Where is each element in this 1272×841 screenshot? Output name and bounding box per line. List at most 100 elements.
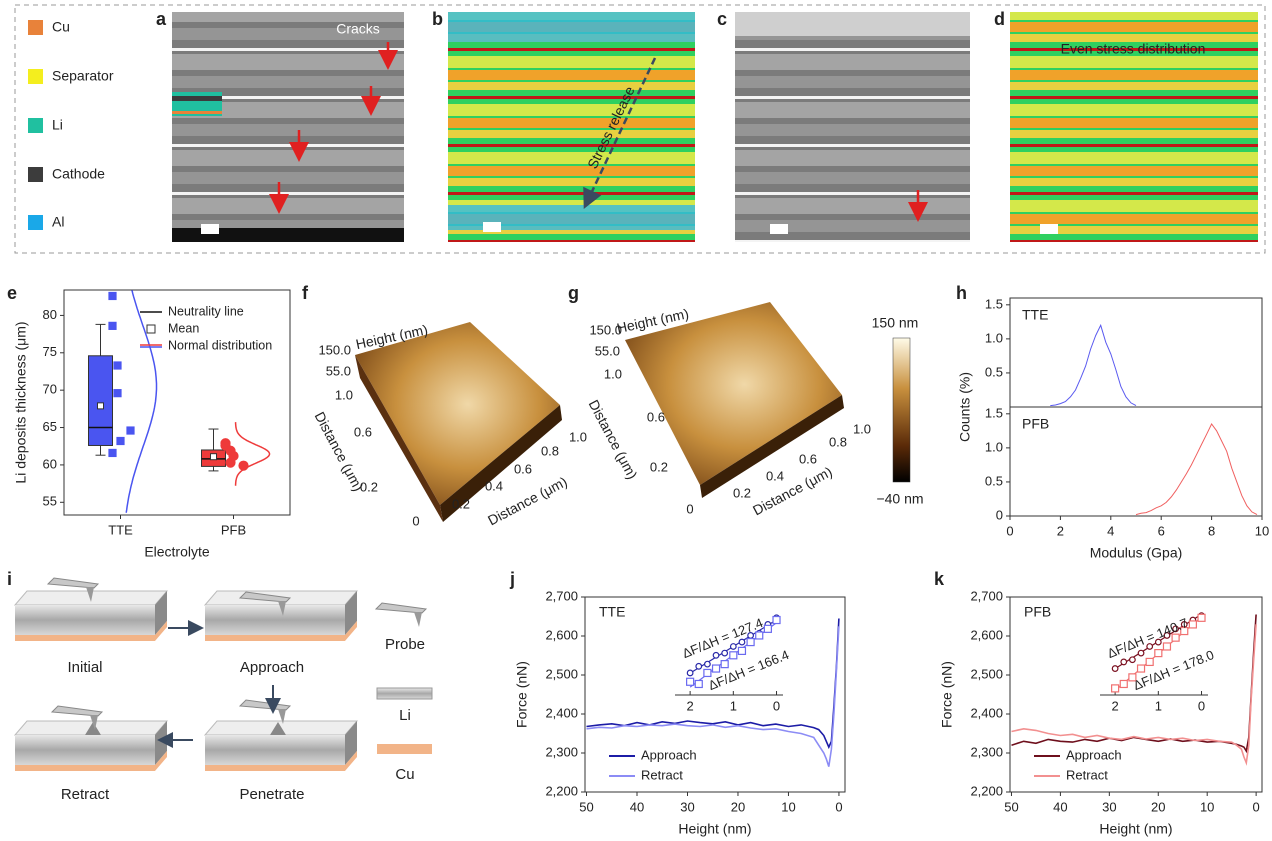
- inset-tick-label: 1: [730, 698, 737, 713]
- point: [108, 291, 117, 301]
- x-tick-label: 8: [1208, 523, 1215, 538]
- indent: [75, 722, 111, 735]
- legend-label: Cathode: [52, 166, 105, 182]
- inset-tick-label: 1: [1155, 698, 1162, 713]
- box: [88, 355, 113, 446]
- point: [721, 649, 729, 657]
- series-label: TTE: [1022, 307, 1048, 323]
- panel-series-label: TTE: [599, 604, 625, 620]
- inset-tick-label: 2: [1112, 698, 1119, 713]
- afm-tick: 0.6: [647, 409, 665, 424]
- series-label: PFB: [1022, 416, 1049, 432]
- point: [1111, 665, 1119, 672]
- point: [108, 448, 117, 458]
- plot-frame: [1009, 406, 1263, 517]
- image-base: [172, 228, 404, 242]
- x-tick-label: 10: [1200, 799, 1214, 814]
- legend-label: Normal distribution: [168, 338, 272, 352]
- afm-tick: 150.0: [318, 342, 351, 357]
- legend-label: Separator: [52, 68, 114, 84]
- afm-tick: 0: [686, 501, 693, 516]
- y-tick-label: 2,500: [545, 666, 578, 681]
- probe: [239, 699, 291, 725]
- point: [113, 389, 122, 398]
- schematic-legend: Probe: [385, 636, 425, 653]
- panel-label: g: [568, 283, 579, 303]
- point: [1172, 625, 1179, 633]
- afm-axis-label: Distance (μm): [312, 409, 367, 494]
- scale-bar: [770, 224, 788, 234]
- x-tick-label: 40: [1053, 799, 1067, 814]
- x-tick-label: 50: [579, 799, 593, 814]
- point: [1120, 658, 1128, 666]
- flow-arrows: [157, 620, 281, 748]
- legend-swatch: [28, 20, 43, 35]
- point: [1128, 673, 1137, 682]
- point: [116, 436, 125, 446]
- point: [1163, 632, 1171, 639]
- x-axis-label: Height (nm): [678, 821, 751, 837]
- inset-tick-label: 2: [687, 698, 694, 713]
- point: [1119, 679, 1128, 689]
- mean: [210, 453, 217, 461]
- point: [694, 679, 703, 689]
- crack-arrows: [269, 42, 928, 222]
- y-tick-label: 60: [43, 456, 57, 471]
- schematic-legend: Li: [399, 707, 411, 724]
- afm-tick: 0.2: [360, 479, 378, 494]
- legend-label: Approach: [1066, 747, 1122, 762]
- top-frame: [14, 4, 1266, 254]
- scale-bar: [483, 222, 501, 232]
- afm-tick: 1.0: [569, 429, 587, 444]
- point: [703, 668, 712, 678]
- y-tick-label: 2,600: [970, 627, 1003, 642]
- point: [1188, 620, 1197, 629]
- point: [1197, 613, 1206, 622]
- point: [772, 615, 781, 625]
- x-tick-label: 2: [1057, 523, 1064, 538]
- indent: [260, 722, 296, 735]
- y-tick-label: 0: [996, 507, 1003, 522]
- schematic-legend: Cu: [395, 766, 414, 783]
- point: [1145, 657, 1154, 667]
- legend-swatch: [28, 118, 43, 133]
- y-tick-label: 75: [43, 344, 57, 359]
- x-tick-label: 20: [1151, 799, 1165, 814]
- y-axis-label: Force (nN): [939, 661, 955, 728]
- afm-tick: 1.0: [853, 421, 871, 436]
- x-tick-label: 0: [1253, 799, 1260, 814]
- panel-label: d: [994, 9, 1005, 29]
- point: [1154, 638, 1162, 646]
- afm-tick: 0.2: [452, 496, 470, 511]
- colorbar-min: −40 nm: [876, 491, 923, 507]
- stress-image-d: [1010, 12, 1258, 242]
- x-axis-label: Electrolyte: [144, 544, 210, 560]
- afm-tick: 0.6: [799, 451, 817, 466]
- stress-image-b: [448, 12, 695, 242]
- afm-tick: 55.0: [595, 343, 620, 358]
- y-tick-label: 2,200: [545, 783, 578, 798]
- legend-label: Al: [52, 214, 64, 230]
- y-tick-label: 2,700: [970, 588, 1003, 603]
- y-axis-label: Force (nN): [514, 661, 530, 728]
- point: [1162, 642, 1172, 651]
- afm-tick: 1.0: [335, 387, 353, 402]
- series-line: [1135, 423, 1258, 516]
- point: [763, 624, 772, 633]
- y-tick-label: 2,500: [970, 666, 1003, 681]
- y-tick-label: 70: [43, 382, 57, 397]
- panel-label: a: [156, 9, 167, 29]
- point: [1128, 656, 1136, 664]
- y-tick-label: 2,200: [970, 783, 1003, 798]
- point: [712, 651, 720, 659]
- point: [1180, 626, 1189, 636]
- legend-label: Retract: [1066, 767, 1108, 782]
- legend-swatch: [28, 215, 43, 230]
- panel-label: h: [956, 283, 967, 303]
- afm-tick: 55.0: [326, 363, 351, 378]
- x-tick-label: 0: [1006, 523, 1013, 538]
- inset-tick-label: 0: [1198, 698, 1205, 713]
- step-label: Approach: [240, 659, 304, 676]
- point: [729, 643, 737, 650]
